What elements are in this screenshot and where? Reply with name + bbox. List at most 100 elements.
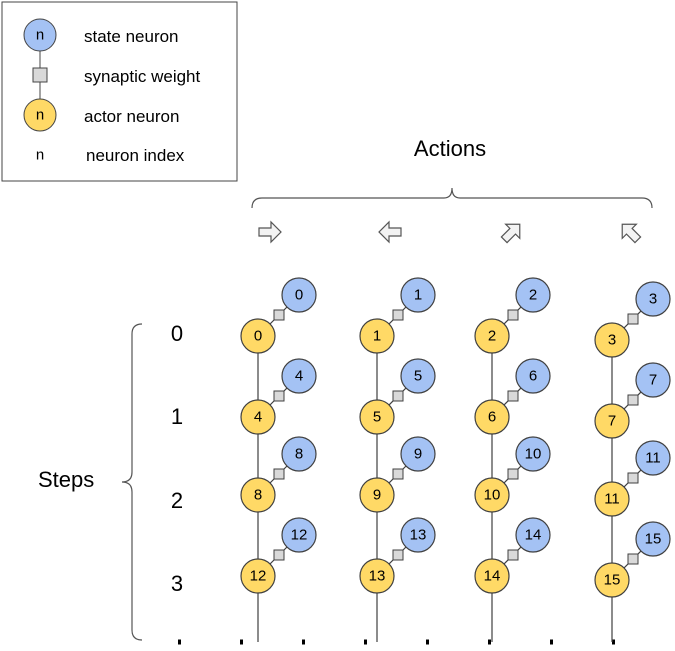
state-neuron-index: 4 xyxy=(295,368,303,385)
actor-neuron-index: 14 xyxy=(484,568,501,585)
state-neuron xyxy=(635,362,671,398)
synaptic-weight xyxy=(507,549,519,561)
synaptic-weight xyxy=(392,309,404,321)
synaptic-weight xyxy=(392,390,404,402)
arrow-up-right-icon xyxy=(500,223,521,244)
actor-neuron-index: 6 xyxy=(488,409,496,426)
steps-title: Steps xyxy=(38,467,94,492)
actor-neuron-index: 15 xyxy=(604,572,621,589)
step-label-3: 3 xyxy=(171,571,183,596)
actor-neuron xyxy=(474,477,510,513)
state-neuron xyxy=(281,436,317,472)
state-neuron-index: 13 xyxy=(410,527,427,544)
synaptic-weight xyxy=(273,309,285,321)
actor-neuron-index: 11 xyxy=(604,491,620,508)
arrow-left-icon xyxy=(378,220,402,244)
actions-brace xyxy=(251,187,653,209)
state-neuron xyxy=(515,436,551,472)
legend-index-symbol: n xyxy=(36,147,44,164)
state-neuron xyxy=(281,277,317,313)
state-neuron-index: 11 xyxy=(645,450,661,467)
legend-synaptic-weight-icon xyxy=(32,67,48,83)
actor-neuron xyxy=(474,399,510,435)
step-label-2: 2 xyxy=(171,488,183,513)
synaptic-weight xyxy=(627,553,639,565)
synaptic-weight xyxy=(627,472,639,484)
state-neuron-index: 6 xyxy=(529,368,537,385)
synaptic-weight xyxy=(627,313,639,325)
actor-neuron xyxy=(240,399,276,435)
state-neuron xyxy=(515,277,551,313)
state-neuron-index: 0 xyxy=(295,287,303,304)
synaptic-weight xyxy=(392,468,404,480)
actor-neuron-index: 8 xyxy=(254,487,262,504)
actions-title: Actions xyxy=(414,136,486,161)
state-neuron xyxy=(400,517,436,553)
legend-state-label: state neuron xyxy=(84,27,179,46)
state-neuron-index: 12 xyxy=(291,527,308,544)
neuron-grid: 0011223344556677889910101111121213131414… xyxy=(240,277,671,642)
synaptic-weight xyxy=(507,468,519,480)
state-neuron-index: 5 xyxy=(414,368,422,385)
action-icons xyxy=(258,220,642,244)
state-neuron-index: 10 xyxy=(525,446,542,463)
state-neuron xyxy=(635,281,671,317)
state-neuron xyxy=(400,277,436,313)
synaptic-weight xyxy=(273,468,285,480)
actor-neuron xyxy=(594,403,630,439)
actor-neuron-index: 3 xyxy=(608,332,616,349)
actor-neuron xyxy=(359,558,395,594)
steps-brace xyxy=(121,323,143,641)
actor-neuron xyxy=(240,477,276,513)
synaptic-weight xyxy=(507,390,519,402)
state-neuron xyxy=(281,358,317,394)
state-neuron xyxy=(635,521,671,557)
synaptic-weight xyxy=(392,549,404,561)
state-neuron-index: 2 xyxy=(529,287,537,304)
actor-neuron-index: 13 xyxy=(369,568,386,585)
state-neuron-index: 9 xyxy=(414,446,422,463)
state-neuron xyxy=(635,440,671,476)
state-neuron xyxy=(515,517,551,553)
legend-weight-label: synaptic weight xyxy=(84,67,201,86)
step-label-1: 1 xyxy=(171,404,183,429)
actor-neuron-index: 12 xyxy=(250,568,267,585)
actor-neuron xyxy=(359,318,395,354)
state-neuron-index: 14 xyxy=(525,527,542,544)
state-neuron xyxy=(400,358,436,394)
arrow-up-left-icon xyxy=(621,223,642,244)
legend-state-symbol: n xyxy=(36,27,44,44)
state-neuron-index: 7 xyxy=(649,372,657,389)
state-neuron xyxy=(400,436,436,472)
step-label-0: 0 xyxy=(171,321,183,346)
actor-neuron xyxy=(474,318,510,354)
actor-neuron xyxy=(594,562,630,598)
actor-neuron-index: 2 xyxy=(488,328,496,345)
state-neuron xyxy=(515,358,551,394)
actor-neuron xyxy=(359,399,395,435)
synaptic-weight xyxy=(273,549,285,561)
actor-neuron xyxy=(359,477,395,513)
state-neuron-index: 15 xyxy=(645,531,662,548)
actor-neuron-index: 5 xyxy=(373,409,381,426)
arrow-right-icon xyxy=(258,220,282,244)
legend-index-label: neuron index xyxy=(86,146,185,165)
actor-neuron xyxy=(240,318,276,354)
actor-neuron-index: 1 xyxy=(373,328,381,345)
legend: n n n state neuron synaptic weight actor… xyxy=(1,1,238,182)
state-neuron-index: 1 xyxy=(414,287,422,304)
actor-neuron-index: 7 xyxy=(608,413,616,430)
legend-actor-symbol: n xyxy=(36,107,44,124)
actor-neuron xyxy=(240,558,276,594)
state-neuron xyxy=(281,517,317,553)
synaptic-weight xyxy=(627,394,639,406)
legend-actor-label: actor neuron xyxy=(84,107,179,126)
actor-neuron-index: 4 xyxy=(254,409,262,426)
synaptic-weight xyxy=(273,390,285,402)
actor-neuron-index: 0 xyxy=(254,328,262,345)
state-neuron-index: 3 xyxy=(649,291,657,308)
state-neuron-index: 8 xyxy=(295,446,303,463)
actor-neuron-index: 9 xyxy=(373,487,381,504)
synaptic-weight xyxy=(507,309,519,321)
